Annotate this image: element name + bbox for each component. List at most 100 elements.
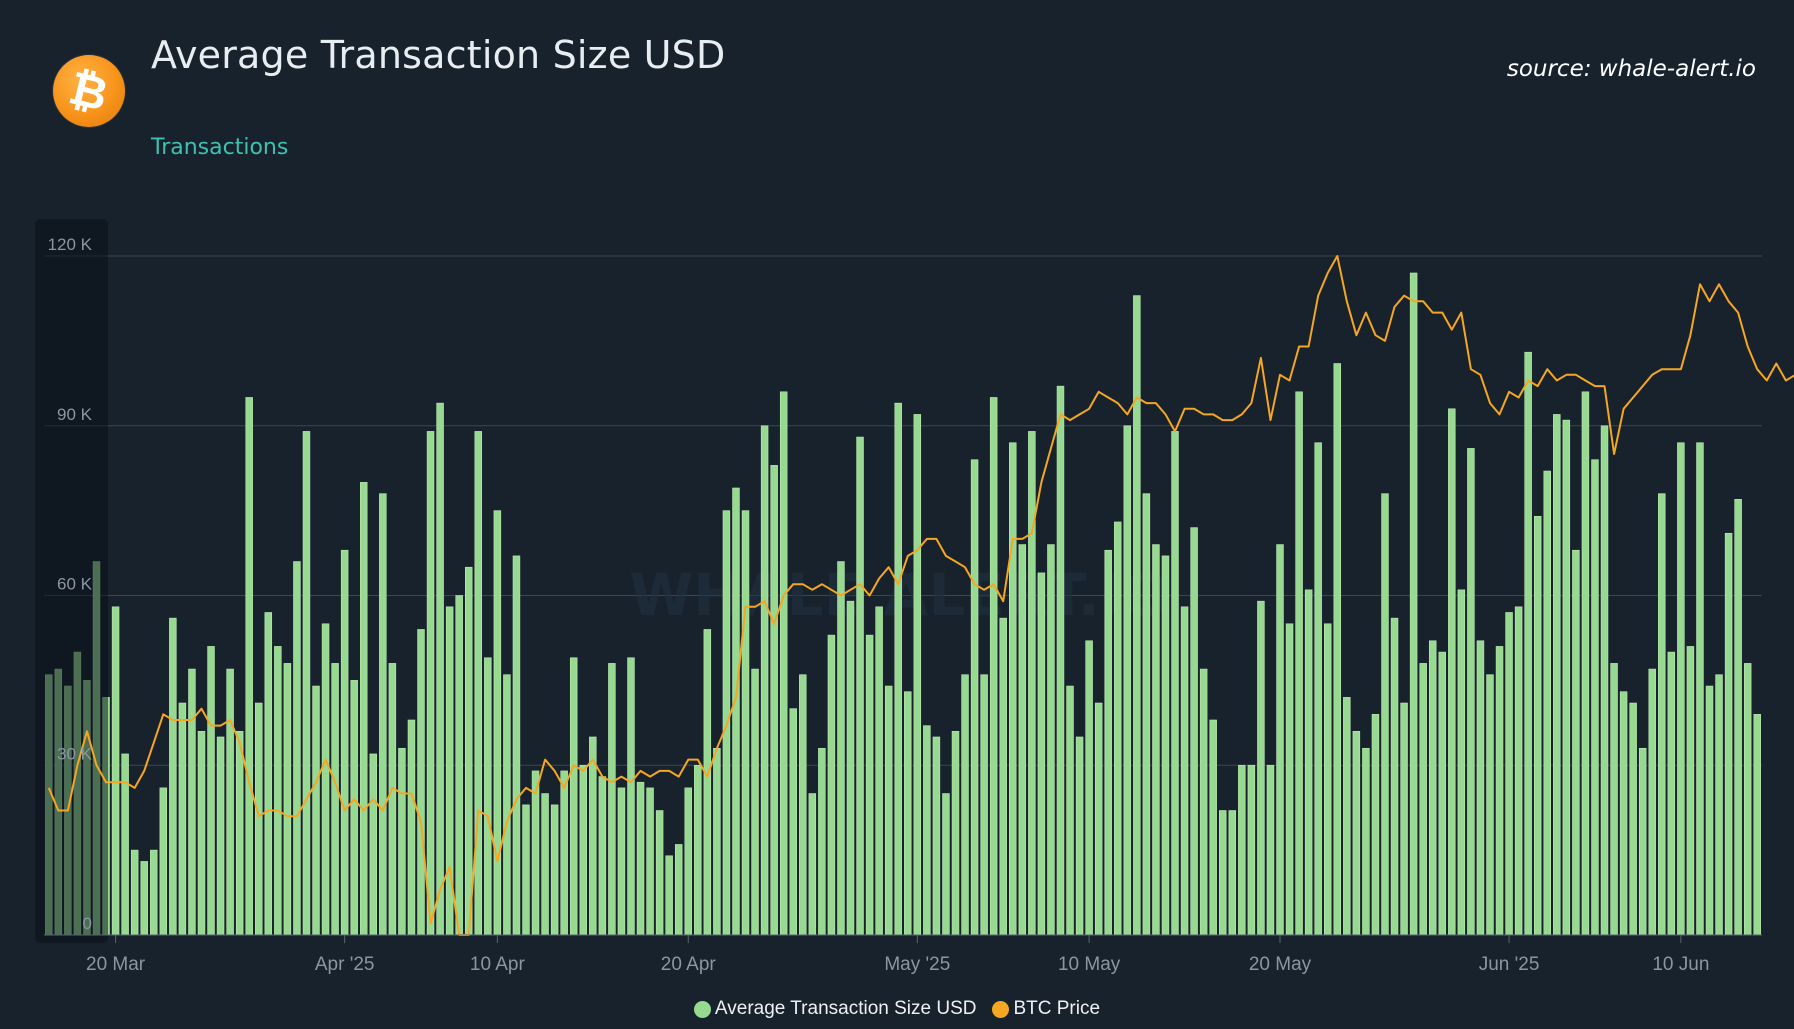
bar[interactable] [932, 736, 941, 936]
bar[interactable] [980, 674, 988, 936]
bar[interactable] [961, 674, 969, 936]
bar[interactable] [1553, 414, 1561, 936]
bar[interactable] [1362, 747, 1370, 936]
bar[interactable] [1581, 391, 1590, 936]
bar[interactable] [1219, 810, 1227, 936]
bar[interactable] [474, 431, 483, 936]
bar[interactable] [703, 629, 712, 936]
bar[interactable] [1390, 617, 1399, 936]
bar[interactable] [1094, 702, 1103, 936]
bar[interactable] [1190, 527, 1198, 936]
bar[interactable] [560, 770, 568, 936]
bar[interactable] [1743, 663, 1752, 936]
bar[interactable] [1677, 442, 1685, 936]
bar[interactable] [1323, 623, 1332, 936]
bar[interactable] [760, 425, 769, 936]
bar[interactable] [1161, 555, 1170, 936]
bar[interactable] [799, 674, 807, 936]
bar[interactable] [904, 691, 912, 936]
bar[interactable] [1133, 295, 1141, 936]
legend-item-avg-size[interactable]: Average Transaction Size USD [693, 998, 976, 1020]
bar[interactable] [1419, 663, 1427, 936]
bar[interactable] [865, 634, 874, 936]
bar[interactable] [436, 402, 444, 936]
bar[interactable] [884, 685, 893, 936]
bar[interactable] [350, 680, 358, 936]
bar[interactable] [608, 663, 616, 936]
bar[interactable] [923, 725, 931, 936]
bar[interactable] [1400, 702, 1408, 936]
bar[interactable] [464, 566, 473, 936]
bar[interactable] [130, 849, 139, 936]
bar[interactable] [598, 776, 607, 936]
bar[interactable] [1667, 651, 1676, 936]
bar[interactable] [1199, 668, 1208, 936]
bar[interactable] [1314, 442, 1322, 936]
bar[interactable] [1085, 640, 1093, 936]
bar[interactable] [235, 730, 244, 936]
bar[interactable] [989, 397, 998, 936]
bar[interactable] [1696, 442, 1704, 936]
bar[interactable] [550, 804, 559, 936]
bar[interactable] [1247, 764, 1256, 936]
bar[interactable] [1333, 363, 1342, 936]
bar[interactable] [321, 623, 330, 936]
bar[interactable] [283, 663, 292, 936]
bar[interactable] [522, 804, 530, 936]
bar[interactable] [579, 764, 587, 936]
bar[interactable] [1514, 606, 1523, 936]
bar[interactable] [1104, 549, 1112, 936]
bar[interactable] [751, 668, 759, 936]
bar[interactable] [140, 861, 148, 936]
bar[interactable] [1524, 351, 1532, 936]
bar[interactable] [159, 787, 168, 936]
legend-item-btc-price[interactable]: BTC Price [992, 998, 1100, 1020]
bar[interactable] [379, 493, 387, 936]
bar[interactable] [398, 747, 406, 936]
bar[interactable] [589, 736, 597, 936]
bar[interactable] [493, 510, 502, 936]
bar[interactable] [1686, 646, 1695, 936]
bar[interactable] [274, 646, 282, 936]
bar[interactable] [340, 549, 349, 936]
bar[interactable] [627, 657, 635, 936]
bar[interactable] [417, 629, 425, 936]
bar[interactable] [1142, 493, 1151, 936]
bar[interactable] [331, 663, 339, 936]
bar[interactable] [512, 555, 521, 936]
bar[interactable] [207, 646, 215, 936]
bar[interactable] [1343, 697, 1351, 936]
bar[interactable] [360, 482, 368, 936]
bar[interactable] [541, 793, 549, 936]
bar[interactable] [617, 787, 626, 936]
bar[interactable] [846, 600, 855, 936]
bar[interactable] [1381, 493, 1389, 936]
bar[interactable] [1228, 810, 1237, 936]
bar[interactable] [1428, 640, 1437, 936]
bar[interactable] [1114, 521, 1122, 936]
bar[interactable] [894, 402, 902, 936]
bar[interactable] [1171, 431, 1179, 936]
bar[interactable] [1037, 572, 1046, 936]
bar[interactable] [293, 561, 301, 936]
bar[interactable] [1448, 408, 1456, 936]
bar[interactable] [302, 431, 311, 936]
bar[interactable] [1276, 544, 1284, 936]
bar[interactable] [789, 708, 797, 936]
bar[interactable] [1075, 736, 1084, 936]
bar[interactable] [1715, 674, 1723, 936]
bar[interactable] [1056, 385, 1065, 936]
bar[interactable] [1295, 391, 1303, 936]
bar[interactable] [770, 465, 778, 936]
bar[interactable] [369, 753, 378, 936]
bar[interactable] [808, 793, 817, 936]
bar[interactable] [1610, 663, 1618, 936]
bar[interactable] [1648, 668, 1656, 936]
bar[interactable] [1572, 549, 1580, 936]
bar[interactable] [1457, 589, 1466, 936]
bar[interactable] [1658, 493, 1666, 936]
bar[interactable] [264, 612, 273, 936]
bar[interactable] [1009, 442, 1017, 936]
bar[interactable] [111, 606, 120, 936]
bar[interactable] [1505, 612, 1513, 936]
